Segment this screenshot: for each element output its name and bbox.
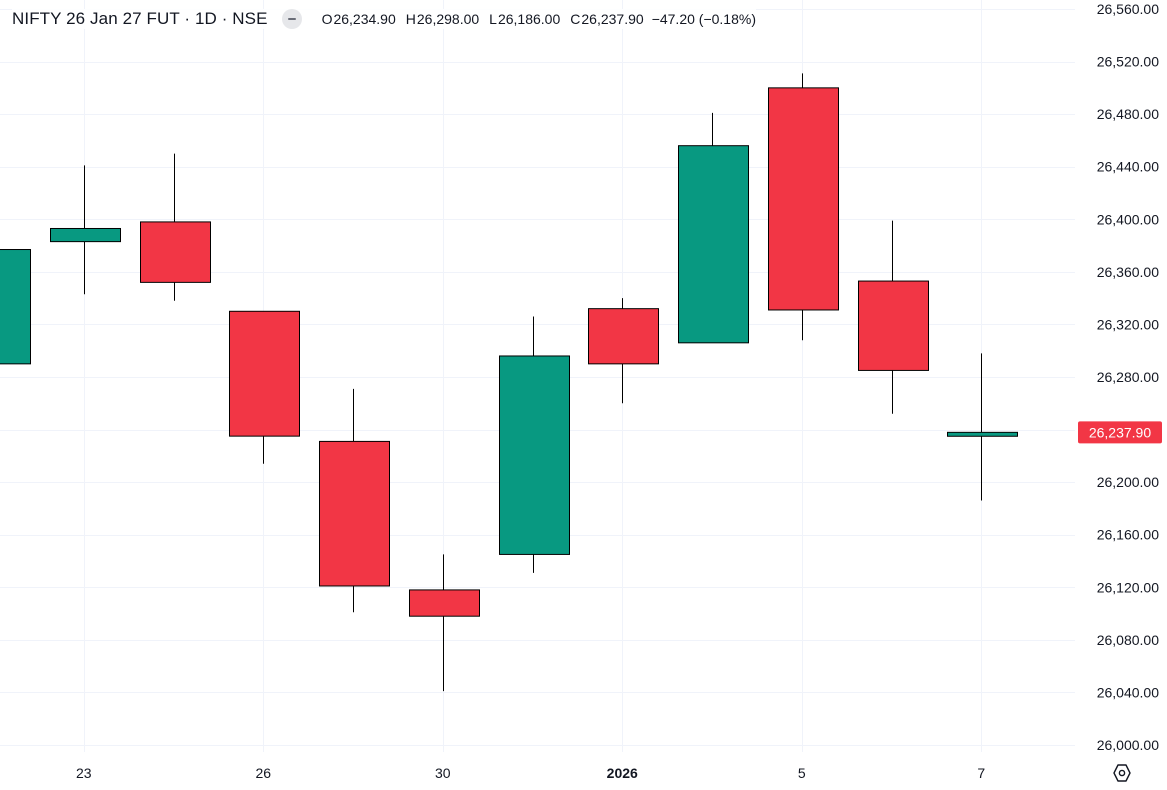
chart-legend: NIFTY 26 Jan 27 FUT · 1D · NSE O 26,234.9… bbox=[12, 9, 756, 29]
candle bbox=[0, 249, 31, 365]
price-tick-label: 26,000.00 bbox=[1097, 737, 1159, 753]
last-price-badge bbox=[1078, 421, 1162, 444]
time-tick-label: 5 bbox=[798, 765, 806, 781]
time-tick-label: 23 bbox=[76, 765, 92, 781]
price-tick-label: 26,120.00 bbox=[1097, 579, 1159, 595]
candle bbox=[768, 73, 839, 341]
candle bbox=[50, 165, 121, 295]
candle bbox=[678, 112, 749, 344]
open-label: O bbox=[321, 11, 333, 27]
candle bbox=[499, 316, 570, 573]
candle bbox=[319, 388, 390, 613]
price-tick-label: 26,280.00 bbox=[1097, 369, 1159, 385]
time-tick-label: 7 bbox=[977, 765, 985, 781]
time-tick-label: 26 bbox=[255, 765, 271, 781]
time-axis[interactable]: 23 26 30 2026 5 7 bbox=[76, 765, 985, 781]
change-value: −47.20 (−0.18%) bbox=[651, 11, 756, 27]
candle-body-up bbox=[499, 355, 570, 555]
symbol-title[interactable]: NIFTY 26 Jan 27 FUT · 1D · NSE bbox=[12, 9, 268, 28]
minus-circle-icon[interactable] bbox=[281, 9, 302, 29]
candle bbox=[140, 153, 211, 301]
last-price-label: 26,237.90 bbox=[1089, 424, 1151, 440]
price-tick-label: 26,520.00 bbox=[1097, 54, 1159, 70]
candle-body-down bbox=[768, 87, 839, 311]
last-price-marker: 26,237.90 bbox=[1078, 421, 1162, 444]
candle-body-down bbox=[319, 440, 390, 587]
time-tick-label: 2026 bbox=[607, 765, 638, 781]
price-tick-label: 26,320.00 bbox=[1097, 316, 1159, 332]
price-tick-label: 26,200.00 bbox=[1097, 474, 1159, 490]
price-tick-label: 26,560.00 bbox=[1097, 1, 1159, 17]
price-tick-label: 26,160.00 bbox=[1097, 527, 1159, 543]
close-value: 26,237.90 bbox=[581, 11, 644, 27]
candle-body-up bbox=[0, 249, 31, 365]
price-tick-label: 26,400.00 bbox=[1097, 211, 1159, 227]
low-label: L bbox=[489, 11, 497, 27]
candle-body-down bbox=[588, 308, 659, 365]
open-value: 26,234.90 bbox=[333, 11, 396, 27]
candle-body-down bbox=[409, 589, 480, 617]
candle bbox=[588, 298, 659, 404]
price-tick-label: 26,080.00 bbox=[1097, 632, 1159, 648]
candle-body-up bbox=[947, 431, 1018, 437]
candlestick-series bbox=[0, 73, 1018, 692]
candle-body-down bbox=[858, 280, 929, 371]
candle-body-up bbox=[50, 227, 121, 243]
candle bbox=[409, 554, 480, 692]
candle bbox=[947, 353, 1018, 501]
candle bbox=[229, 310, 300, 464]
candle-body-up bbox=[678, 145, 749, 344]
high-label: H bbox=[405, 11, 416, 27]
candle-body-down bbox=[140, 221, 211, 283]
candle-body-down bbox=[229, 310, 300, 437]
price-tick-label: 26,440.00 bbox=[1097, 159, 1159, 175]
time-tick-label: 30 bbox=[435, 765, 451, 781]
close-label: C bbox=[570, 11, 581, 27]
price-tick-label: 26,360.00 bbox=[1097, 264, 1159, 280]
gear-hexagon-icon[interactable] bbox=[1111, 762, 1133, 784]
ohlc-values: O 26,234.90 H 26,298.00 L 26,186.00 C 26,237… bbox=[322, 11, 756, 27]
low-value: 26,186.00 bbox=[497, 11, 561, 27]
price-tick-label: 26,480.00 bbox=[1097, 106, 1159, 122]
candle bbox=[858, 220, 929, 414]
price-axis[interactable]: 26,000.00 26,040.00 26,080.00 26,120.00 26,1… bbox=[1097, 1, 1159, 753]
high-value: 26,298.00 bbox=[416, 11, 480, 27]
price-tick-label: 26,040.00 bbox=[1097, 684, 1159, 700]
